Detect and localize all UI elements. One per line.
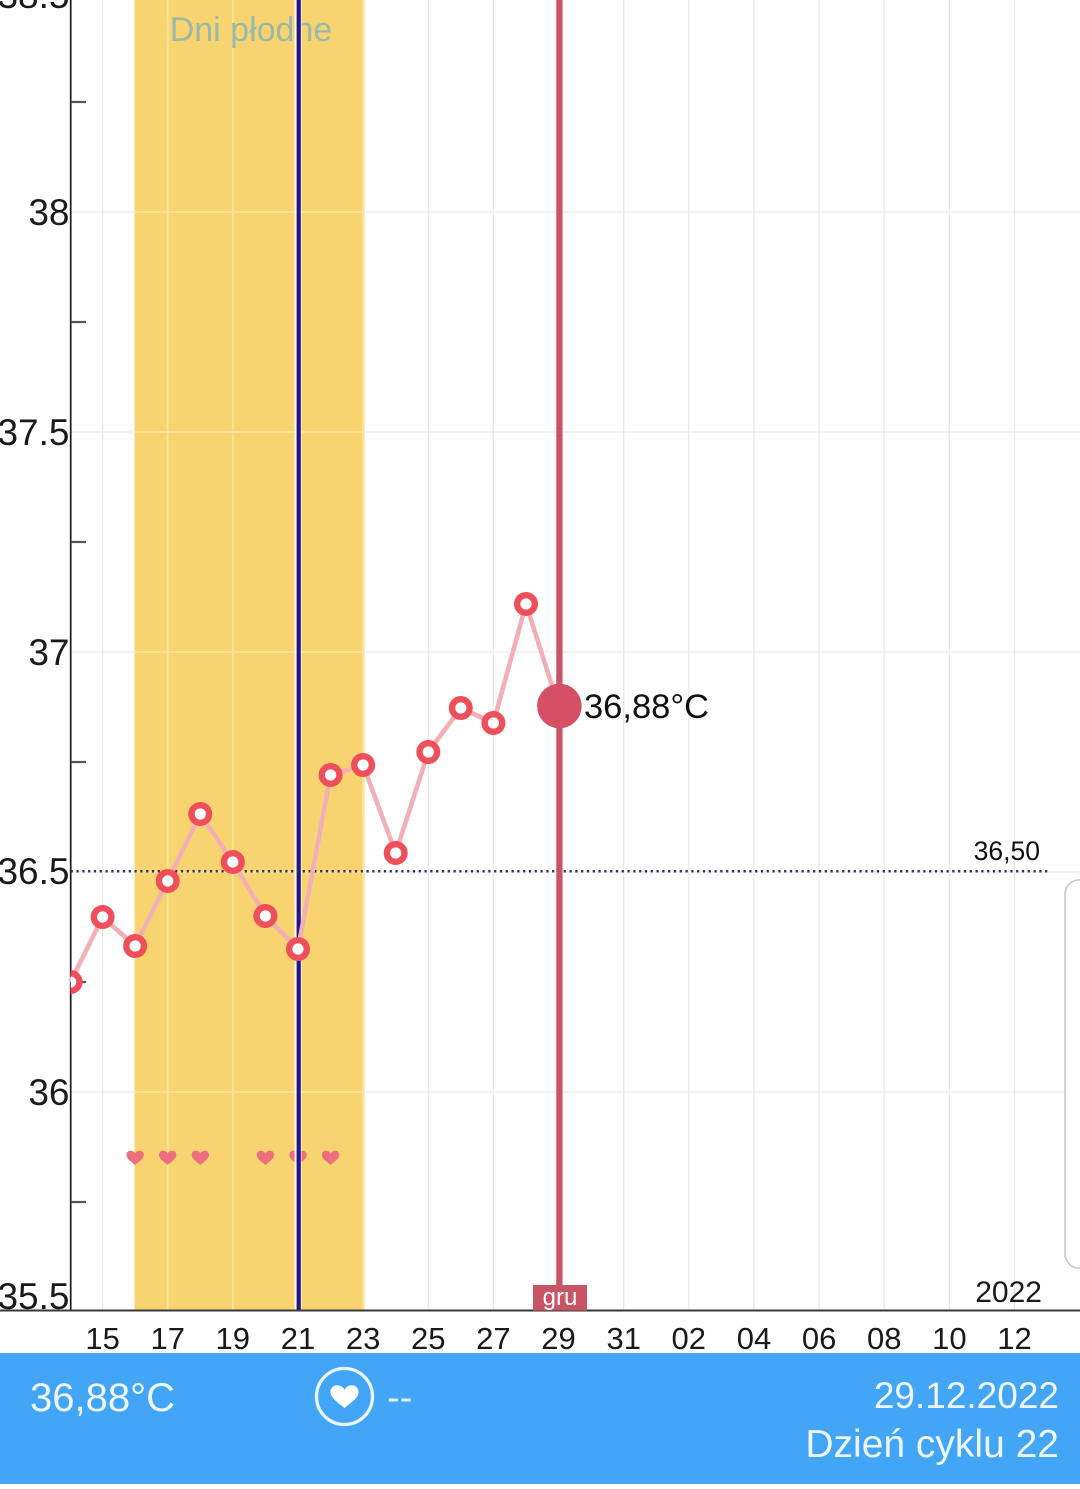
svg-text:21: 21 <box>281 1321 315 1356</box>
svg-text:19: 19 <box>216 1321 250 1356</box>
svg-text:06: 06 <box>802 1321 836 1356</box>
svg-text:37: 37 <box>28 632 69 673</box>
svg-text:36,88°C: 36,88°C <box>584 688 709 726</box>
svg-text:29.12.2022: 29.12.2022 <box>874 1375 1059 1416</box>
svg-text:27: 27 <box>476 1321 510 1356</box>
svg-text:36,88°C: 36,88°C <box>30 1376 175 1420</box>
svg-text:Dzień cyklu 22: Dzień cyklu 22 <box>805 1423 1059 1466</box>
svg-text:04: 04 <box>737 1321 771 1356</box>
svg-text:--: -- <box>387 1377 412 1419</box>
svg-text:Dni płodne: Dni płodne <box>170 11 333 49</box>
svg-text:31: 31 <box>606 1321 640 1356</box>
svg-text:15: 15 <box>85 1321 119 1356</box>
svg-text:12: 12 <box>997 1321 1031 1356</box>
svg-text:08: 08 <box>867 1321 901 1356</box>
svg-text:35.5: 35.5 <box>0 1276 70 1317</box>
svg-text:10: 10 <box>932 1321 966 1356</box>
svg-text:25: 25 <box>411 1321 445 1356</box>
svg-text:17: 17 <box>150 1321 184 1356</box>
svg-text:gru: gru <box>543 1284 578 1311</box>
svg-text:29: 29 <box>541 1321 575 1356</box>
svg-text:36: 36 <box>28 1072 69 1113</box>
svg-text:38: 38 <box>28 192 69 233</box>
svg-text:23: 23 <box>346 1321 380 1356</box>
svg-text:36.5: 36.5 <box>0 851 70 892</box>
svg-text:38.5: 38.5 <box>0 0 70 16</box>
svg-text:36,50: 36,50 <box>974 836 1040 866</box>
svg-text:37.5: 37.5 <box>0 412 70 453</box>
svg-text:02: 02 <box>672 1321 706 1356</box>
svg-text:2022: 2022 <box>975 1276 1042 1309</box>
